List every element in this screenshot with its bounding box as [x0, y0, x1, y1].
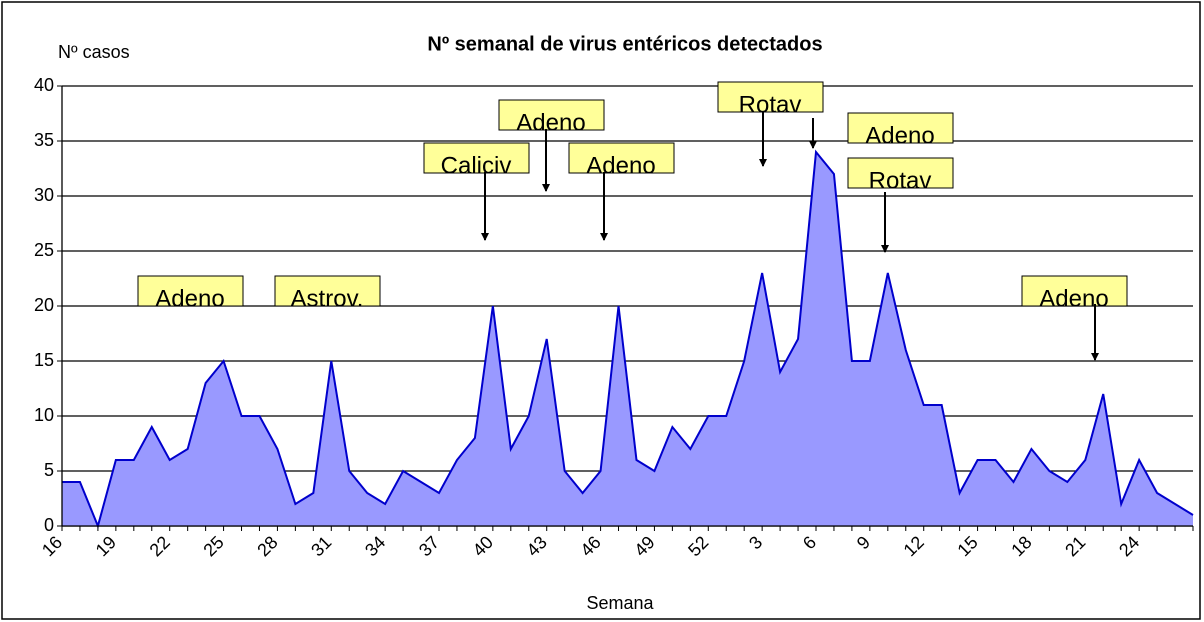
annotation-text: Adeno	[516, 109, 585, 136]
annotation-text: Astrov.	[291, 285, 364, 312]
annotation-text: Caliciv	[441, 152, 512, 179]
annotation-box	[423, 142, 530, 174]
annotation-box	[1021, 275, 1128, 307]
annotation-text: Adeno	[865, 122, 934, 149]
chart-title: Nº semanal de virus entéricos detectados	[427, 33, 822, 55]
annotation-box	[498, 99, 605, 131]
y-tick-label: 40	[34, 75, 54, 95]
y-tick-label: 0	[44, 515, 54, 535]
annotation-text: Rotav	[869, 167, 932, 194]
y-tick-label: 15	[34, 350, 54, 370]
annotation-text: Adeno	[1039, 285, 1108, 312]
annotation-box	[717, 81, 824, 113]
annotation-box	[274, 275, 381, 307]
annotation-text: Adeno	[155, 285, 224, 312]
y-axis-label: Nº casos	[58, 42, 130, 62]
y-tick-label: 25	[34, 240, 54, 260]
y-tick-label: 35	[34, 130, 54, 150]
y-tick-label: 10	[34, 405, 54, 425]
y-tick-label: 5	[44, 460, 54, 480]
area-line	[62, 149, 1194, 530]
annotation-text: Adeno	[586, 152, 655, 179]
annotation-box	[847, 157, 954, 189]
y-tick-label: 30	[34, 185, 54, 205]
annotation-box	[568, 142, 675, 174]
annotation-text: Rotav	[739, 91, 802, 118]
x-axis-label: Semana	[586, 593, 654, 613]
y-tick-label: 20	[34, 295, 54, 315]
annotation-box	[137, 275, 244, 307]
annotation-box	[847, 112, 954, 144]
area-fill	[62, 152, 1193, 526]
